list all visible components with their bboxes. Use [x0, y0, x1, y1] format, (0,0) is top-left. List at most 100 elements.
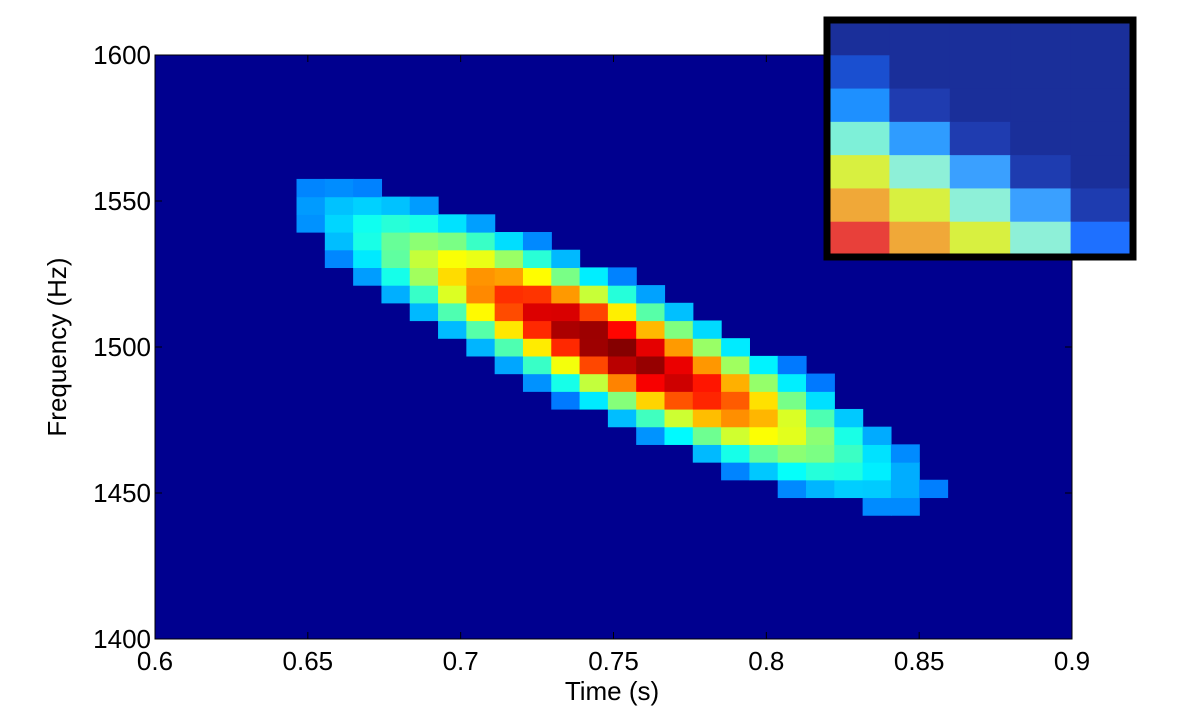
heatmap-cell — [834, 444, 864, 463]
heatmap-cell — [664, 426, 694, 445]
inset-cell — [889, 88, 951, 123]
heatmap-cell — [522, 232, 552, 251]
heatmap-cell — [494, 267, 524, 286]
heatmap-cell — [834, 408, 864, 428]
heatmap-cell — [296, 196, 326, 215]
heatmap-cell — [438, 285, 467, 304]
inset-cell — [889, 22, 951, 56]
inset-cell — [829, 22, 890, 56]
heatmap-cell — [353, 232, 383, 251]
heatmap-cell — [381, 232, 411, 251]
heatmap-cell — [749, 426, 779, 445]
inset-cell — [1010, 88, 1072, 123]
heatmap-cell — [919, 479, 949, 499]
inset-cell — [949, 22, 1011, 56]
heatmap-cell — [692, 391, 722, 410]
heatmap-cell — [296, 214, 326, 233]
heatmap-cell — [438, 302, 467, 322]
heatmap-cell — [579, 285, 609, 304]
heatmap-cell — [607, 355, 637, 375]
heatmap-cell — [381, 267, 411, 286]
inset-cell — [1070, 121, 1132, 156]
heatmap-cell — [806, 444, 835, 463]
y-tick-label: 1500 — [93, 332, 151, 362]
heatmap-cell — [636, 355, 666, 375]
heatmap-cell — [890, 444, 920, 463]
heatmap-cell — [834, 479, 864, 499]
heatmap-cell — [551, 267, 581, 286]
heatmap-cell — [551, 320, 581, 339]
inset-cell — [829, 55, 890, 90]
inset-cell — [949, 55, 1011, 90]
heatmap-cell — [522, 285, 552, 304]
heatmap-cell — [636, 408, 666, 428]
heatmap-cell — [806, 408, 835, 428]
heatmap-cell — [890, 479, 920, 499]
heatmap-cell — [409, 196, 439, 215]
heatmap-cell — [806, 479, 835, 499]
inset-frame — [823, 16, 1137, 261]
inset-cell — [1070, 155, 1132, 189]
heatmap-cell — [522, 355, 552, 375]
inset-cell — [1010, 155, 1072, 189]
heatmap-cell — [438, 267, 467, 286]
heatmap-cell — [777, 444, 807, 463]
inset-cell — [889, 121, 951, 156]
x-tick-label: 0.85 — [894, 646, 945, 676]
x-tick-label: 0.8 — [748, 646, 784, 676]
heatmap-cell — [494, 320, 524, 339]
heatmap-cell — [466, 267, 496, 286]
heatmap-cell — [721, 444, 750, 463]
x-tick-label: 0.65 — [283, 646, 334, 676]
heatmap-cell — [579, 338, 609, 357]
heatmap-cell — [636, 285, 666, 304]
heatmap-cell — [551, 373, 581, 392]
heatmap-cell — [551, 249, 581, 269]
heatmap-cell — [607, 302, 637, 322]
heatmap-cell — [862, 444, 892, 463]
heatmap-cell — [749, 462, 779, 481]
inset-cell — [949, 121, 1011, 156]
heatmap-cell — [664, 408, 694, 428]
inset-cell — [1010, 221, 1072, 256]
heatmap-cell — [466, 285, 496, 304]
heatmap-cell — [664, 355, 694, 375]
heatmap-cell — [721, 426, 750, 445]
heatmap-cell — [466, 338, 496, 357]
heatmap-cell — [551, 338, 581, 357]
inset-cell — [1070, 22, 1132, 56]
inset-cell — [889, 55, 951, 90]
inset-cell — [949, 155, 1011, 189]
heatmap-cell — [692, 408, 722, 428]
heatmap-cell — [862, 426, 892, 445]
heatmap-cell — [324, 214, 354, 233]
heatmap-cell — [409, 267, 439, 286]
inset-cell — [1070, 55, 1132, 90]
x-tick-label: 0.6 — [137, 646, 173, 676]
heatmap-cell — [721, 462, 750, 481]
heatmap-cell — [551, 391, 581, 410]
heatmap-cell — [607, 338, 637, 357]
inset-cell — [889, 188, 951, 223]
heatmap-cell — [381, 249, 411, 269]
heatmap-cell — [466, 320, 496, 339]
heatmap-cell — [721, 338, 750, 357]
inset-cell — [1070, 188, 1132, 223]
heatmap-cell — [353, 214, 383, 233]
y-tick-label: 1400 — [93, 624, 151, 654]
heatmap-cell — [607, 267, 637, 286]
heatmap-cell — [381, 196, 411, 215]
inset-cell — [889, 155, 951, 189]
inset-cell — [1010, 22, 1072, 56]
heatmap-cell — [579, 267, 609, 286]
heatmap-cell — [579, 320, 609, 339]
heatmap-cell — [664, 302, 694, 322]
x-tick-label: 0.75 — [588, 646, 639, 676]
x-axis: 0.6 0.65 0.7 0.75 0.8 0.85 0.9 — [137, 55, 1090, 676]
heatmap-cell — [409, 285, 439, 304]
y-axis-label: Frequency (Hz) — [42, 257, 72, 436]
heatmap-cell — [551, 285, 581, 304]
heatmap-cell — [862, 462, 892, 481]
heatmap-cell — [636, 373, 666, 392]
